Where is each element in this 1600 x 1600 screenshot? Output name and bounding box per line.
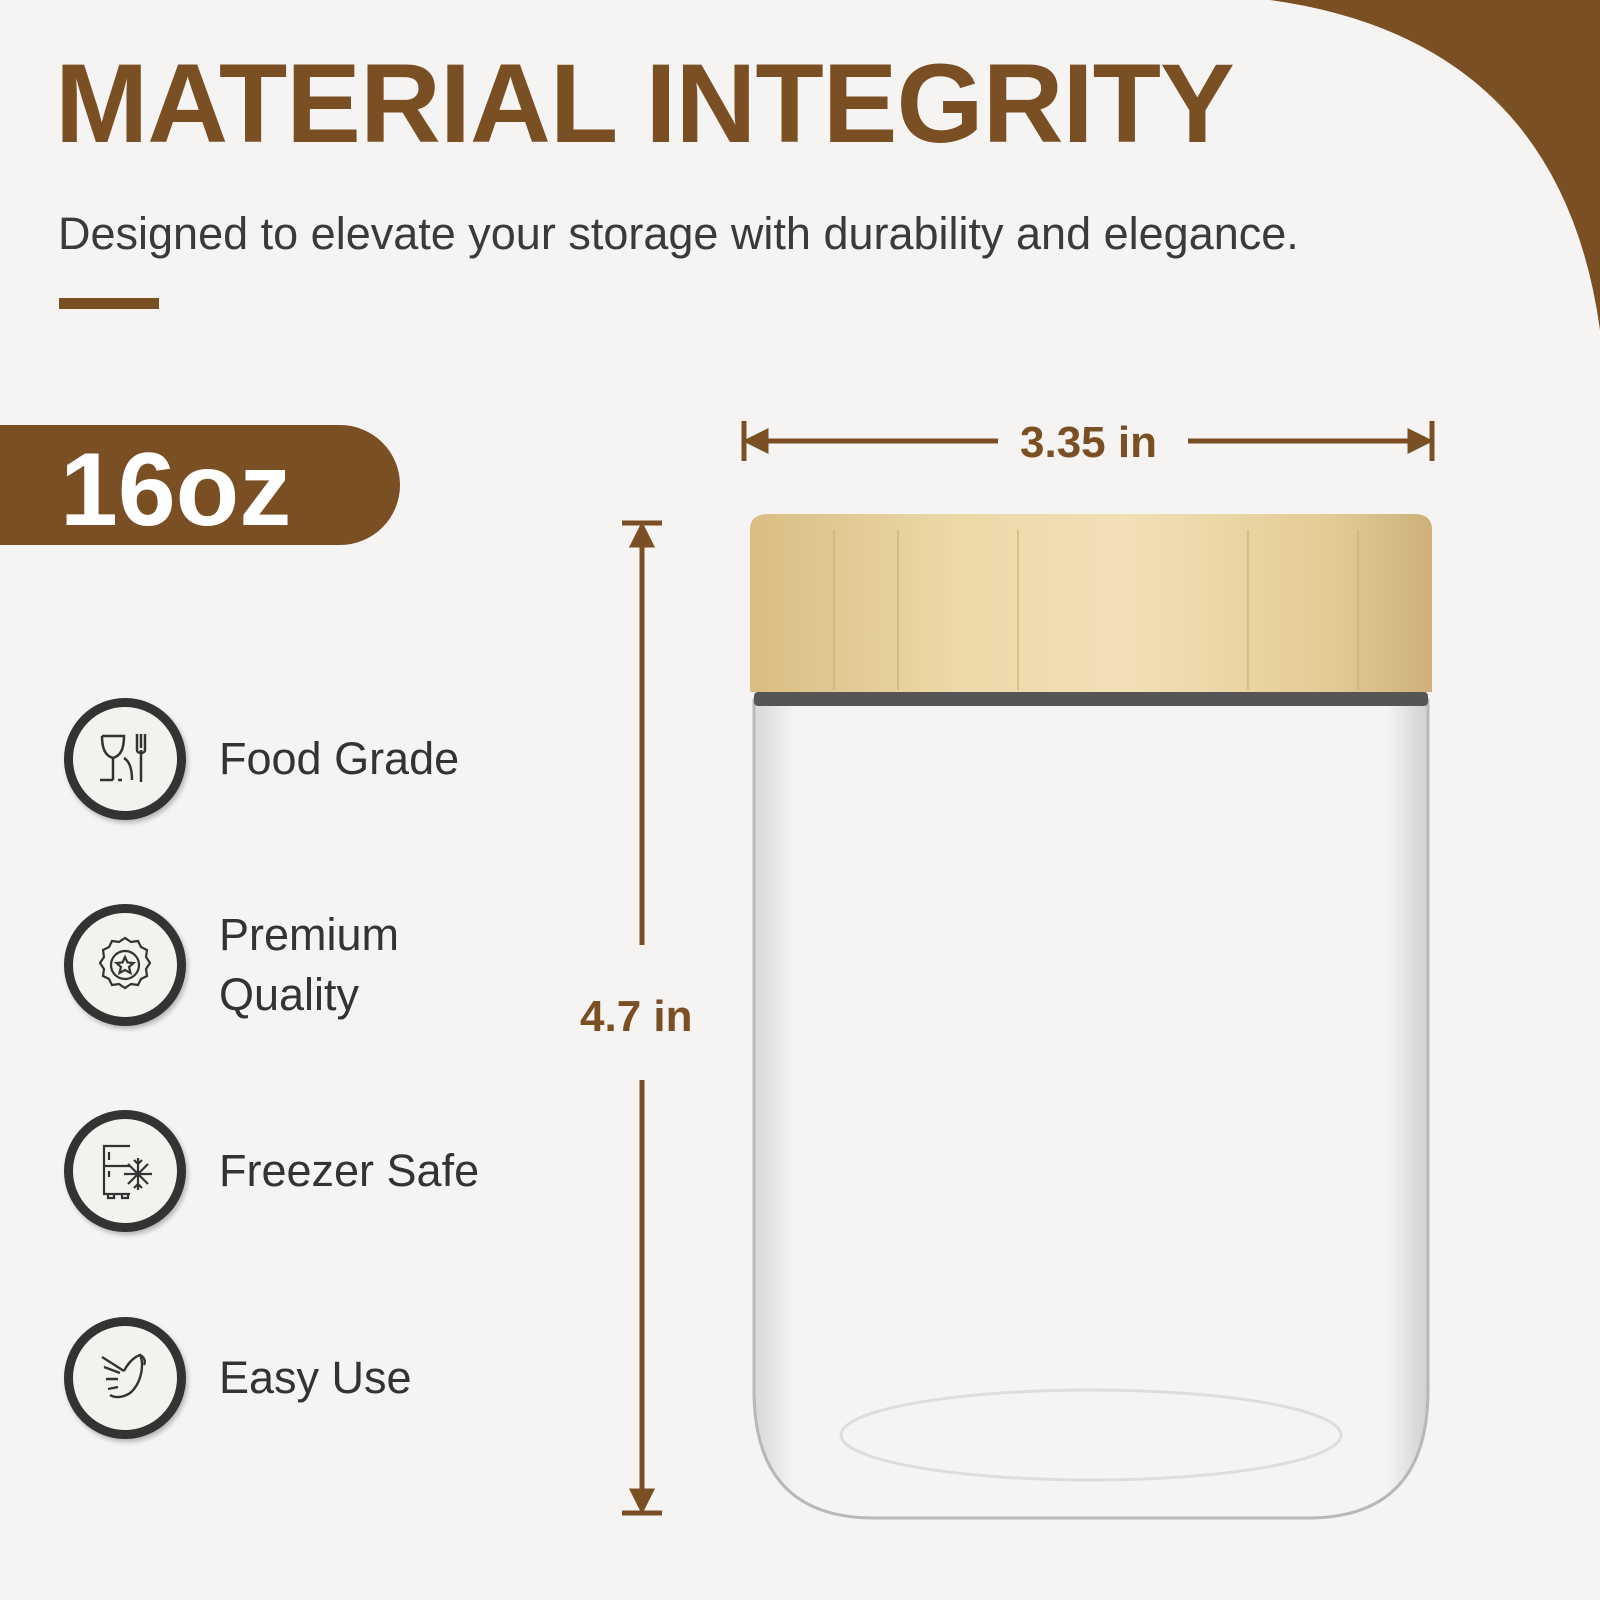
divider (59, 298, 159, 309)
glass-jar-image (750, 514, 1432, 1520)
feature-label: Easy Use (219, 1352, 412, 1403)
feature-label: Premium Quality (219, 909, 400, 1020)
page-title: MATERIAL INTEGRITY (55, 41, 1235, 166)
capacity-badge: 16oz (0, 425, 400, 548)
hand-gesture-icon (64, 1317, 186, 1439)
feature-premium-quality: Premium Quality (64, 904, 519, 1026)
wine-glass-fork-icon (64, 698, 186, 820)
width-dimension: 3.35 in (1020, 418, 1157, 467)
feature-label: Food Grade (219, 733, 460, 784)
bamboo-lid (750, 514, 1432, 692)
star-seal-icon (64, 904, 186, 1026)
fridge-snowflake-icon (64, 1110, 186, 1232)
capacity-text: 16oz (60, 432, 292, 548)
feature-label: Freezer Safe (219, 1145, 480, 1196)
feature-easy-use: Easy Use (64, 1317, 519, 1439)
feature-freezer-safe: Freezer Safe (64, 1110, 519, 1232)
height-dimension: 4.7 in (580, 992, 693, 1041)
subtitle: Designed to elevate your storage with du… (58, 208, 1299, 259)
feature-food-grade: Food Grade (64, 698, 519, 820)
